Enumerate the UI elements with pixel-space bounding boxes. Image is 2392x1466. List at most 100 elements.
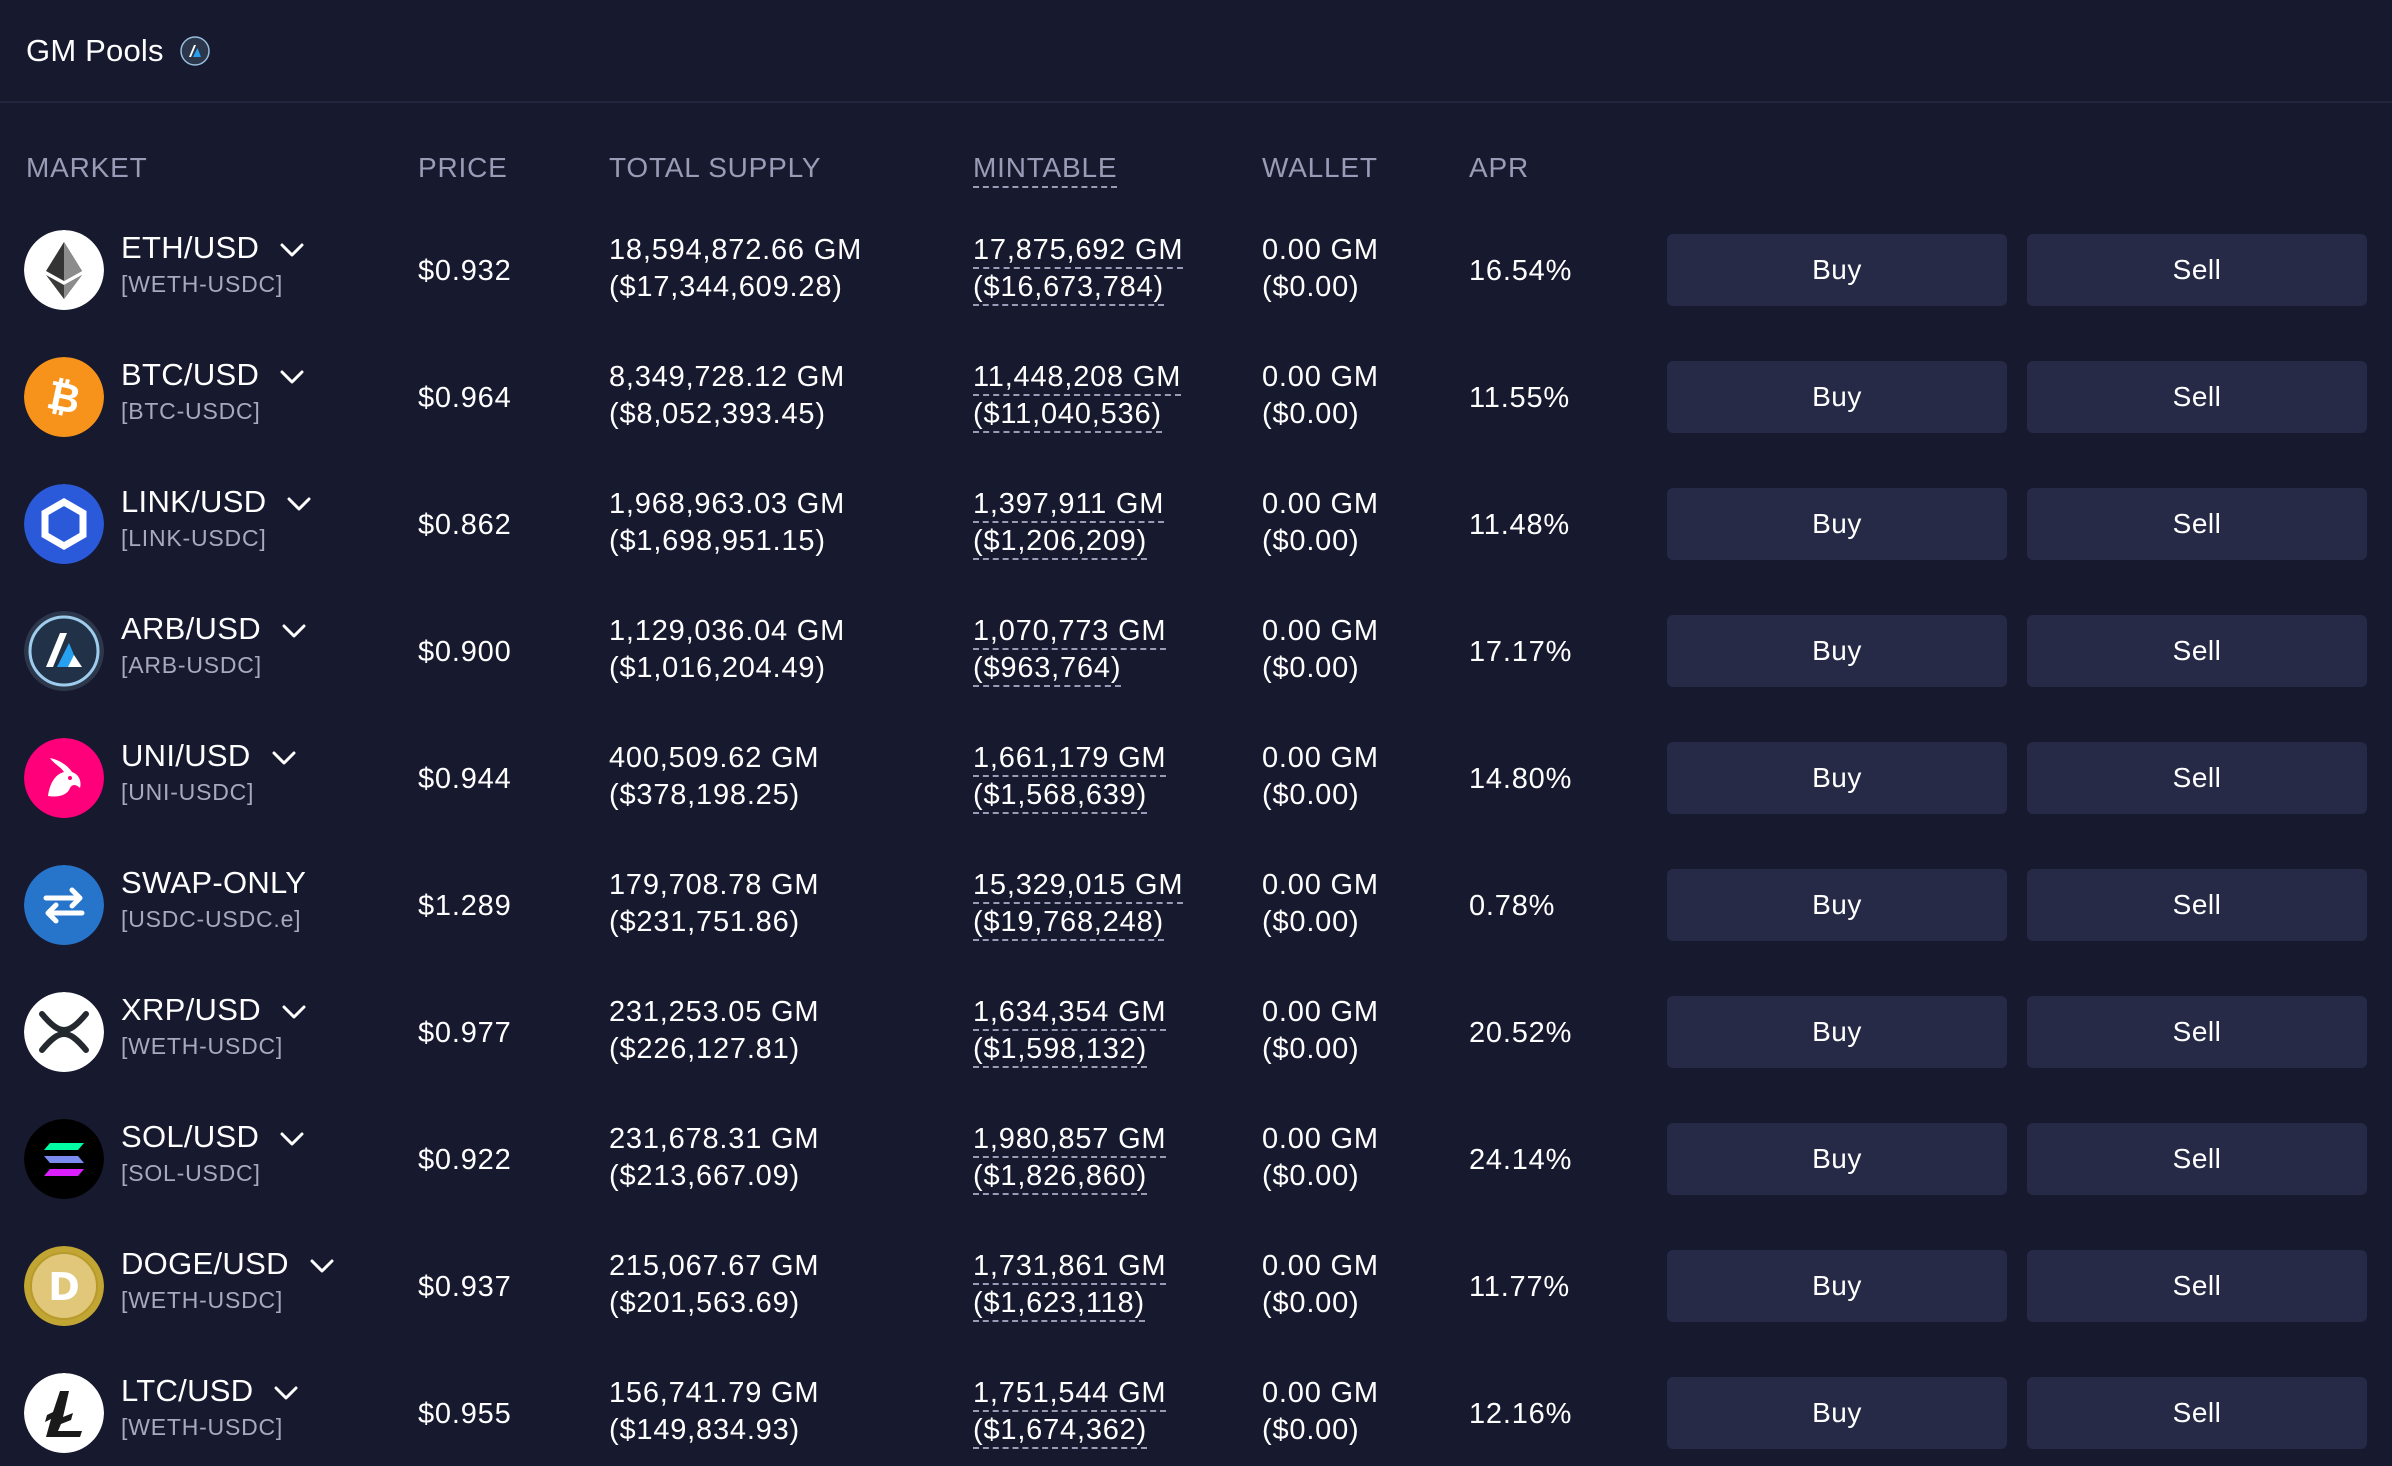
market-name[interactable]: BTC/USD: [121, 357, 305, 393]
buy-button[interactable]: Buy: [1667, 742, 2007, 814]
uni-icon: [24, 738, 104, 818]
mintable-cell[interactable]: 1,661,179 GM ($1,568,639): [973, 740, 1167, 814]
market-name[interactable]: SOL/USD: [121, 1119, 305, 1155]
total-supply-amount: 400,509.62 GM: [609, 742, 820, 774]
buy-button[interactable]: Buy: [1667, 361, 2007, 433]
total-supply-amount: 1,129,036.04 GM: [609, 615, 846, 647]
market-name[interactable]: ARB/USD: [121, 611, 307, 647]
apr-value: 11.77%: [1469, 1271, 1571, 1303]
market-name-label: BTC/USD: [121, 357, 260, 392]
price-value: $0.862: [418, 509, 512, 541]
mintable-cell[interactable]: 1,751,544 GM ($1,674,362): [973, 1375, 1167, 1449]
total-supply-usd: ($378,198.25): [609, 779, 800, 811]
total-supply-amount: 156,741.79 GM: [609, 1377, 820, 1409]
buy-button[interactable]: Buy: [1667, 869, 2007, 941]
mintable-cell[interactable]: 1,731,861 GM ($1,623,118): [973, 1248, 1167, 1322]
chevron-down-icon[interactable]: [286, 495, 312, 513]
buy-button[interactable]: Buy: [1667, 1250, 2007, 1322]
market-pair-label: [BTC-USDC]: [121, 398, 261, 424]
buy-button[interactable]: Buy: [1667, 996, 2007, 1068]
wallet-cell: 0.00 GM ($0.00): [1262, 486, 1379, 560]
wallet-cell: 0.00 GM ($0.00): [1262, 232, 1379, 306]
buy-button[interactable]: Buy: [1667, 234, 2007, 306]
wallet-cell: 0.00 GM ($0.00): [1262, 867, 1379, 941]
market-pair-label: [LINK-USDC]: [121, 525, 267, 551]
buy-button[interactable]: Buy: [1667, 615, 2007, 687]
chevron-down-icon[interactable]: [281, 622, 307, 640]
apr-value: 0.78%: [1469, 890, 1556, 922]
mintable-cell[interactable]: 1,980,857 GM ($1,826,860): [973, 1121, 1167, 1195]
chevron-down-icon[interactable]: [273, 1384, 299, 1402]
column-header-mintable[interactable]: MINTABLE: [973, 152, 1118, 188]
market-name[interactable]: XRP/USD: [121, 992, 307, 1028]
xrp-icon: [24, 992, 104, 1072]
wallet-usd: ($0.00): [1262, 271, 1360, 303]
sell-button[interactable]: Sell: [2027, 869, 2367, 941]
wallet-usd: ($0.00): [1262, 1160, 1360, 1192]
chevron-down-icon[interactable]: [279, 1130, 305, 1148]
chevron-down-icon[interactable]: [279, 368, 305, 386]
mintable-cell[interactable]: 1,634,354 GM ($1,598,132): [973, 994, 1167, 1068]
sell-button[interactable]: Sell: [2027, 742, 2367, 814]
mintable-cell[interactable]: 1,397,911 GM ($1,206,209): [973, 486, 1165, 560]
sell-button[interactable]: Sell: [2027, 361, 2367, 433]
total-supply-usd: ($213,667.09): [609, 1160, 800, 1192]
market-name-label: SWAP-ONLY: [121, 865, 307, 900]
total-supply-usd: ($17,344,609.28): [609, 271, 843, 303]
mintable-cell[interactable]: 11,448,208 GM ($11,040,536): [973, 359, 1182, 433]
total-supply-usd: ($1,016,204.49): [609, 652, 826, 684]
sell-button[interactable]: Sell: [2027, 488, 2367, 560]
sell-button[interactable]: Sell: [2027, 1377, 2367, 1449]
chevron-down-icon[interactable]: [279, 241, 305, 259]
table-row: LTC/USD [WETH-USDC] $0.955 156,741.79 GM ($1…: [0, 1355, 2392, 1466]
market-name[interactable]: LINK/USD: [121, 484, 312, 520]
sell-button[interactable]: Sell: [2027, 615, 2367, 687]
buy-button[interactable]: Buy: [1667, 1123, 2007, 1195]
apr-value: 12.16%: [1469, 1398, 1573, 1430]
doge-icon: D: [24, 1246, 104, 1326]
buy-button[interactable]: Buy: [1667, 1377, 2007, 1449]
chevron-down-icon[interactable]: [281, 1003, 307, 1021]
total-supply-usd: ($231,751.86): [609, 906, 800, 938]
total-supply-amount: 231,678.31 GM: [609, 1123, 820, 1155]
chevron-down-icon[interactable]: [309, 1257, 335, 1275]
chevron-down-icon[interactable]: [271, 749, 297, 767]
market-name-label: LINK/USD: [121, 484, 267, 519]
buy-button[interactable]: Buy: [1667, 488, 2007, 560]
page-header: GM Pools: [0, 0, 2392, 103]
mintable-cell[interactable]: 15,329,015 GM ($19,768,248): [973, 867, 1184, 941]
total-supply-amount: 18,594,872.66 GM: [609, 234, 863, 266]
total-supply-usd: ($149,834.93): [609, 1414, 800, 1446]
mintable-cell[interactable]: 1,070,773 GM ($963,764): [973, 613, 1167, 687]
mintable-amount: 1,980,857 GM: [973, 1123, 1167, 1158]
sell-button[interactable]: Sell: [2027, 234, 2367, 306]
market-name[interactable]: SWAP-ONLY: [121, 865, 306, 901]
market-name[interactable]: UNI/USD: [121, 738, 297, 774]
total-supply-amount: 8,349,728.12 GM: [609, 361, 846, 393]
market-name[interactable]: DOGE/USD: [121, 1246, 335, 1282]
sell-button[interactable]: Sell: [2027, 1123, 2367, 1195]
ltc-icon: [24, 1373, 104, 1453]
market-name-label: XRP/USD: [121, 992, 261, 1027]
table-row: ₿ BTC/USD [BTC-USDC] $0.964 8,349,728.12 GM (…: [0, 339, 2392, 466]
sell-button[interactable]: Sell: [2027, 1250, 2367, 1322]
price-value: $0.964: [418, 382, 512, 414]
mintable-amount: 1,661,179 GM: [973, 742, 1167, 777]
wallet-amount: 0.00 GM: [1262, 996, 1379, 1028]
mintable-usd: ($11,040,536): [973, 398, 1162, 433]
total-supply-usd: ($8,052,393.45): [609, 398, 826, 430]
mintable-usd: ($16,673,784): [973, 271, 1164, 306]
market-pair-label: [USDC-USDC.e]: [121, 906, 302, 932]
sell-button[interactable]: Sell: [2027, 996, 2367, 1068]
market-pair-label: [SOL-USDC]: [121, 1160, 261, 1186]
mintable-amount: 17,875,692 GM: [973, 234, 1184, 269]
column-header-apr: APR: [1469, 152, 1529, 183]
mintable-cell[interactable]: 17,875,692 GM ($16,673,784): [973, 232, 1184, 306]
wallet-usd: ($0.00): [1262, 1287, 1360, 1319]
market-name[interactable]: ETH/USD: [121, 230, 305, 266]
total-supply-cell: 18,594,872.66 GM ($17,344,609.28): [609, 232, 862, 306]
market-pair-label: [WETH-USDC]: [121, 1287, 284, 1313]
market-name[interactable]: LTC/USD: [121, 1373, 299, 1409]
price-value: $0.955: [418, 1398, 512, 1430]
market-name-label: LTC/USD: [121, 1373, 254, 1408]
